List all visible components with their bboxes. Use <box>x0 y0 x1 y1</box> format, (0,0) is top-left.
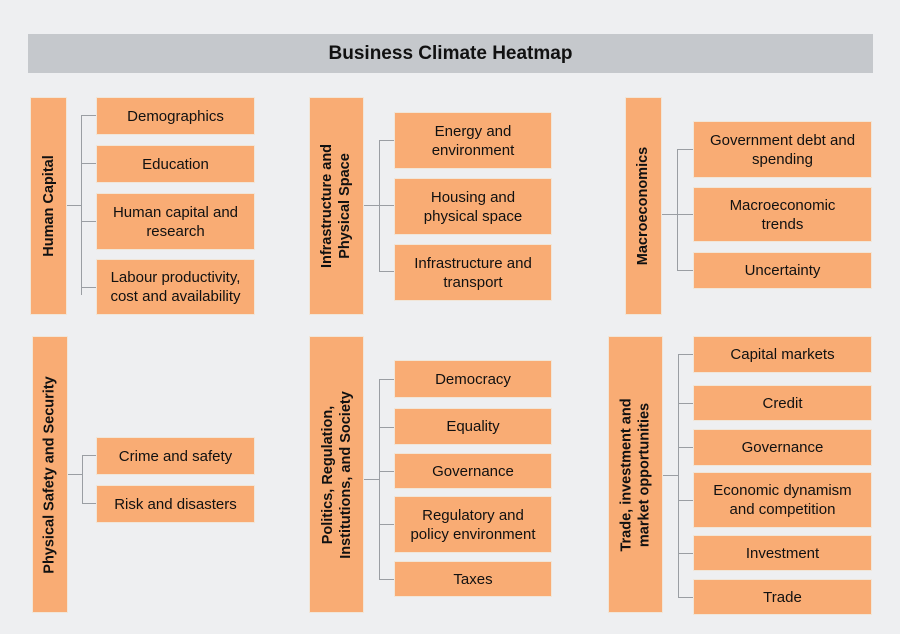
connector-line <box>678 354 679 597</box>
connector-line <box>678 500 693 501</box>
connector-line <box>379 524 394 525</box>
connector-line <box>678 553 693 554</box>
connector-line <box>379 379 380 579</box>
item-box: Crime and safety <box>96 437 255 475</box>
connector-line <box>678 354 693 355</box>
item-box: Credit <box>693 385 872 421</box>
connector-line <box>81 221 96 222</box>
item-box: Labour productivity, cost and availabili… <box>96 259 255 315</box>
item-box: Trade <box>693 579 872 615</box>
item-box: Regulatory and policy environment <box>394 496 552 553</box>
connector-line <box>678 597 693 598</box>
connector-line <box>364 479 379 480</box>
connector-line <box>364 205 379 206</box>
item-box: Education <box>96 145 255 183</box>
item-box: Government debt and spending <box>693 121 872 178</box>
item-box: Taxes <box>394 561 552 597</box>
item-box: Equality <box>394 408 552 445</box>
connector-line <box>379 205 394 206</box>
item-box: Macroeconomic trends <box>693 187 872 242</box>
connector-line <box>662 214 677 215</box>
connector-line <box>678 447 693 448</box>
item-box: Governance <box>394 453 552 489</box>
connector-line <box>677 149 678 270</box>
category-label: Macroeconomics <box>625 97 662 315</box>
item-box: Infrastructure and transport <box>394 244 552 301</box>
connector-line <box>379 471 394 472</box>
item-box: Investment <box>693 535 872 571</box>
connector-line <box>677 149 693 150</box>
category-label: Human Capital <box>30 97 67 315</box>
connector-line <box>379 579 394 580</box>
connector-line <box>379 140 380 272</box>
item-box: Energy and environment <box>394 112 552 169</box>
connector-line <box>663 475 678 476</box>
diagram-title: Business Climate Heatmap <box>28 34 873 73</box>
item-box: Demographics <box>96 97 255 135</box>
connector-line <box>81 163 96 164</box>
connector-line <box>81 115 82 295</box>
connector-line <box>82 455 83 503</box>
connector-line <box>81 287 96 288</box>
category-label: Infrastructure and Physical Space <box>309 97 364 315</box>
connector-line <box>67 205 81 206</box>
category-label: Physical Safety and Security <box>32 336 68 613</box>
connector-line <box>82 455 96 456</box>
connector-line <box>379 379 394 380</box>
item-box: Economic dynamism and competition <box>693 472 872 528</box>
connector-line <box>68 474 82 475</box>
connector-line <box>81 115 96 116</box>
connector-line <box>379 427 394 428</box>
item-box: Human capital and research <box>96 193 255 250</box>
item-box: Capital markets <box>693 336 872 373</box>
connector-line <box>379 271 394 272</box>
connector-line <box>678 403 693 404</box>
connector-line <box>82 503 96 504</box>
item-box: Housing and physical space <box>394 178 552 235</box>
item-box: Governance <box>693 429 872 466</box>
item-box: Risk and disasters <box>96 485 255 523</box>
item-box: Uncertainty <box>693 252 872 289</box>
connector-line <box>677 214 693 215</box>
connector-line <box>677 270 693 271</box>
connector-line <box>379 140 394 141</box>
category-label: Politics, Regulation, Institutions, and … <box>309 336 364 613</box>
category-label: Trade, investment and market opportuniti… <box>608 336 663 613</box>
item-box: Democracy <box>394 360 552 398</box>
